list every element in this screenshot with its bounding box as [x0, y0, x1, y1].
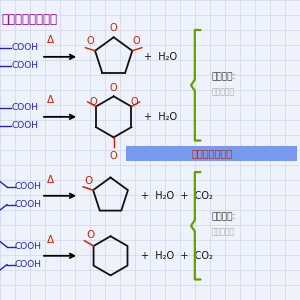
Text: O: O	[130, 97, 138, 107]
Text: 异常反应:: 异常反应:	[212, 212, 236, 221]
Text: COOH: COOH	[11, 103, 38, 112]
Text: O: O	[87, 36, 94, 46]
Text: 形成环状酮: 形成环状酮	[212, 228, 235, 237]
Text: O: O	[86, 230, 94, 240]
Text: Δ: Δ	[47, 235, 54, 245]
Text: COOH: COOH	[11, 61, 38, 70]
Text: COOH: COOH	[15, 182, 42, 191]
Text: O: O	[110, 23, 118, 34]
Text: COOH: COOH	[15, 260, 42, 269]
Text: Δ: Δ	[47, 35, 54, 45]
Text: +  H₂O  +  CO₂: + H₂O + CO₂	[140, 191, 212, 201]
Text: 形成环状酸: 形成环状酸	[212, 87, 235, 96]
Text: Δ: Δ	[47, 175, 54, 185]
Text: +  H₂O: + H₂O	[144, 52, 177, 62]
Text: O: O	[110, 151, 118, 160]
Text: 加热反应即发生: 加热反应即发生	[191, 148, 232, 158]
Text: +  H₂O  +  CO₂: + H₂O + CO₂	[140, 251, 212, 261]
Text: O: O	[89, 97, 97, 107]
Text: COOH: COOH	[11, 44, 38, 52]
Text: O: O	[85, 176, 93, 186]
Text: Δ: Δ	[47, 95, 54, 105]
Text: COOH: COOH	[15, 242, 42, 251]
Text: 正常反应:: 正常反应:	[212, 72, 236, 81]
Text: COOH: COOH	[11, 121, 38, 130]
Text: O: O	[132, 36, 140, 46]
Text: 分子内二酸的脱水: 分子内二酸的脱水	[2, 13, 58, 26]
Text: O: O	[110, 82, 118, 92]
Text: +  H₂O: + H₂O	[144, 112, 177, 122]
FancyBboxPatch shape	[126, 146, 297, 161]
Text: COOH: COOH	[15, 200, 42, 209]
